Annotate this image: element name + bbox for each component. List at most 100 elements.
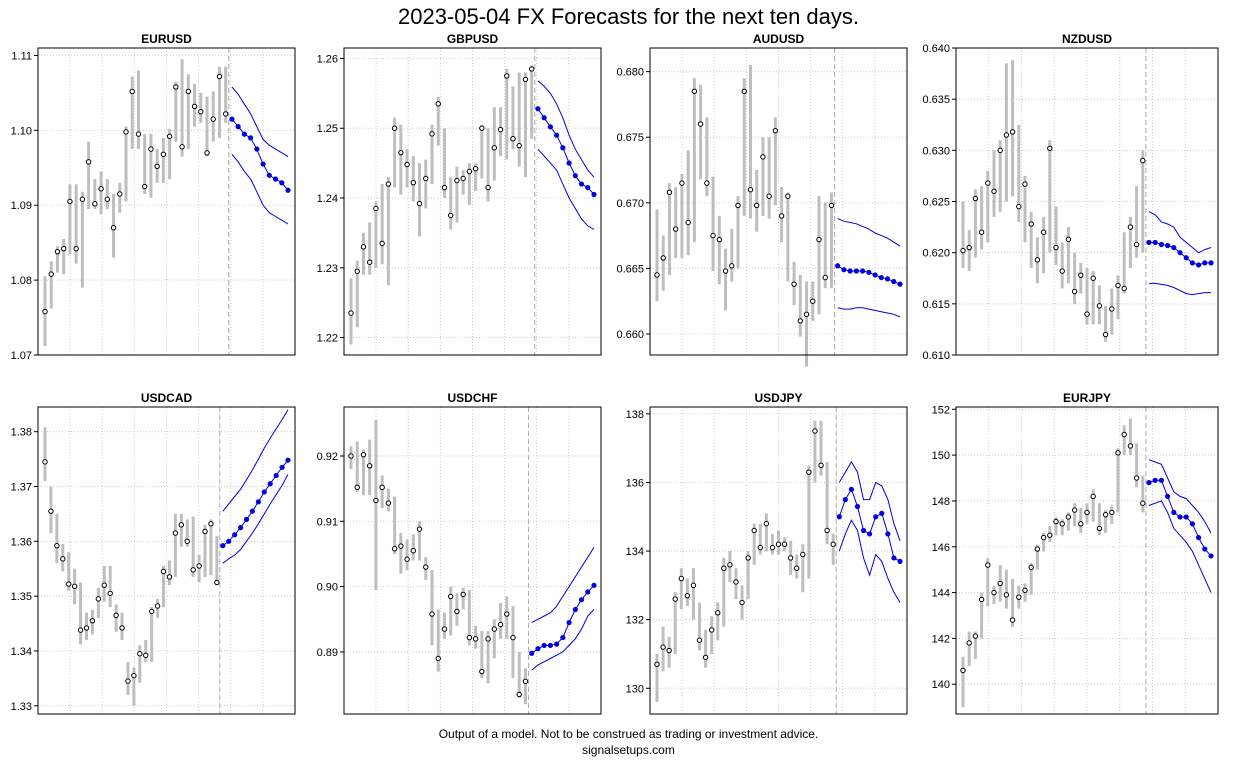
usdjpy-forecast-point xyxy=(842,497,848,503)
audusd-history-point xyxy=(729,263,735,269)
eurjpy-ytick-label: 148 xyxy=(932,496,950,508)
usdchf-forecast-point xyxy=(578,597,585,603)
usdchf-forecast-point xyxy=(560,634,566,641)
audusd-history-point xyxy=(766,193,772,199)
audusd-forecast-point xyxy=(866,269,872,275)
audusd-history-point xyxy=(747,186,754,193)
usdjpy-history-point xyxy=(696,637,703,643)
usdcad-history-point xyxy=(95,596,102,602)
usdchf-history-point xyxy=(398,543,404,549)
eurusd-history-point xyxy=(85,159,92,165)
eurjpy-history-point xyxy=(1109,509,1115,516)
audusd-forecast-point xyxy=(841,267,847,273)
eurjpy-plot-frame xyxy=(955,406,1219,715)
nzdusd-history-point xyxy=(991,188,997,194)
eurusd-forecast-point xyxy=(266,172,272,178)
usdcad-history-point xyxy=(137,650,143,657)
eurusd-forecast-line xyxy=(231,118,289,191)
usdjpy-history-point xyxy=(787,555,794,561)
usdjpy-ytick-label: 136 xyxy=(626,477,644,489)
nzdusd-history-point xyxy=(1022,181,1028,187)
nzdusd-forecast-point xyxy=(1146,239,1152,246)
nzdusd-history-point xyxy=(1071,288,1078,295)
usdchf-forecast-point xyxy=(591,582,597,588)
audusd-history-point xyxy=(772,127,779,134)
nzdusd-history-point xyxy=(985,180,991,186)
eurusd-forecast-lower-band xyxy=(231,153,289,225)
nzdusd-history-point xyxy=(978,229,985,235)
audusd-forecast-point xyxy=(878,274,884,281)
usdjpy-history-point xyxy=(702,654,709,661)
usdchf-history-point xyxy=(491,626,498,632)
eurjpy-forecast-point xyxy=(1165,493,1171,499)
eurusd-history-point xyxy=(54,248,61,255)
audusd-history-point xyxy=(760,154,766,160)
gbpusd-plot-frame xyxy=(343,47,602,356)
audusd-history-point xyxy=(704,180,710,186)
eurusd-history-point xyxy=(123,129,129,135)
usdchf-forecast-lower-band xyxy=(531,609,595,671)
gbpusd-history-point xyxy=(441,184,448,191)
gbpusd-history-point xyxy=(385,181,392,187)
nzdusd-history-point xyxy=(1133,241,1140,248)
gbpusd-ytick-label: 1.23 xyxy=(317,263,338,275)
eurusd-history-point xyxy=(198,108,204,115)
nzdusd-history-point xyxy=(1028,221,1034,227)
gbpusd-history-point xyxy=(510,136,516,142)
usdjpy-history-point xyxy=(654,661,660,667)
usdcad-ytick-label: 1.37 xyxy=(11,481,32,493)
eurjpy-history-point xyxy=(1034,546,1041,552)
eurjpy-history-point xyxy=(1003,592,1010,598)
audusd-forecast-point xyxy=(897,281,903,287)
gbpusd-forecast-point xyxy=(535,106,541,112)
eurjpy-forecast-point xyxy=(1158,477,1164,483)
eurusd-history-point xyxy=(92,201,98,207)
usdchf-history-point xyxy=(366,463,373,469)
eurjpy-history-point xyxy=(972,633,979,639)
eurusd-history-point xyxy=(191,103,198,110)
audusd-history-point xyxy=(672,226,679,232)
eurusd-forecast-point xyxy=(248,135,254,141)
usdcad-history-point xyxy=(190,567,196,573)
eurjpy-forecast-point xyxy=(1189,521,1195,527)
audusd-ytick-label: 0.675 xyxy=(616,132,644,144)
gbpusd-history-point xyxy=(516,142,522,149)
nzdusd-history-point xyxy=(1115,282,1121,289)
usdchf-forecast-point xyxy=(554,641,560,647)
eurusd-history-point xyxy=(204,150,210,156)
eurjpy-history-point xyxy=(1059,521,1065,527)
usdchf-forecast-upper-band xyxy=(531,547,595,624)
audusd-forecast-point xyxy=(847,268,853,274)
audusd-history-point xyxy=(816,236,822,243)
gbpusd-history-point xyxy=(410,179,417,186)
eurusd-forecast-point xyxy=(279,180,285,186)
eurjpy-history-point xyxy=(1047,532,1053,538)
usdcad-forecast-line xyxy=(222,459,289,547)
usdcad-title: USDCAD xyxy=(141,391,193,405)
eurusd-history-point xyxy=(173,84,179,90)
nzdusd-history-point xyxy=(1065,236,1072,243)
nzdusd-forecast-point xyxy=(1183,255,1189,261)
nzdusd-history-point xyxy=(1096,303,1103,309)
audusd-forecast-point xyxy=(853,268,859,274)
usdjpy-ytick-label: 138 xyxy=(626,409,644,421)
audusd-history-point xyxy=(710,232,716,239)
usdcad-ytick-label: 1.38 xyxy=(11,427,32,439)
usdcad-ytick-label: 1.35 xyxy=(11,591,32,603)
nzdusd-history-point xyxy=(1034,257,1041,263)
nzdusd-ytick-label: 0.630 xyxy=(922,145,950,157)
gbpusd-history-point xyxy=(354,268,360,274)
nzdusd-history-point xyxy=(1059,268,1065,274)
eurusd-history-point xyxy=(110,225,117,231)
audusd-forecast-lower-band xyxy=(837,307,901,318)
usdcad-chart: USDCAD 1.33 1.34 1.35 1.36 1.37 1.38 xyxy=(11,391,296,715)
nzdusd-forecast-point xyxy=(1171,244,1177,251)
usdcad-history-point xyxy=(60,556,66,562)
usdcad-forecast-point xyxy=(226,538,232,544)
gbpusd-history-point xyxy=(416,200,423,207)
usdjpy-history-point xyxy=(800,551,806,558)
usdjpy-history-point xyxy=(824,527,830,534)
usdchf-history-point xyxy=(516,691,522,698)
usdcad-history-point xyxy=(143,652,149,659)
eurjpy-forecast-point xyxy=(1171,509,1177,515)
